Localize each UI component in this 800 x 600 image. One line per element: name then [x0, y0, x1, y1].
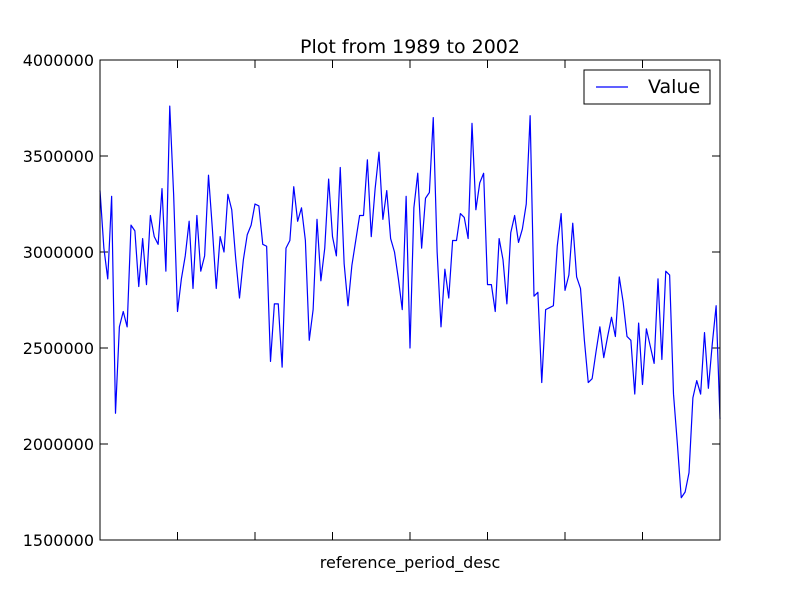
- plot-frame: [99, 59, 721, 541]
- x-axis-ticks: [177, 60, 643, 540]
- y-tick-label: 4000000: [23, 51, 94, 70]
- legend-label-value: Value: [648, 76, 700, 98]
- series-layer: [99, 105, 721, 499]
- chart-title: Plot from 1989 to 2002: [300, 36, 520, 58]
- y-tick-label: 3500000: [23, 147, 94, 166]
- x-axis-label: reference_period_desc: [320, 553, 501, 573]
- series-line-value: [99, 105, 721, 499]
- y-tick-label: 2000000: [23, 435, 94, 454]
- y-tick-label: 2500000: [23, 339, 94, 358]
- y-axis-ticks: 1500000 2000000 2500000 3000000 3500000 40000…: [23, 51, 720, 550]
- y-tick-label: 1500000: [23, 531, 94, 550]
- y-tick-label: 3000000: [23, 243, 94, 262]
- legend: Value: [583, 69, 711, 105]
- plot-area: [100, 60, 720, 540]
